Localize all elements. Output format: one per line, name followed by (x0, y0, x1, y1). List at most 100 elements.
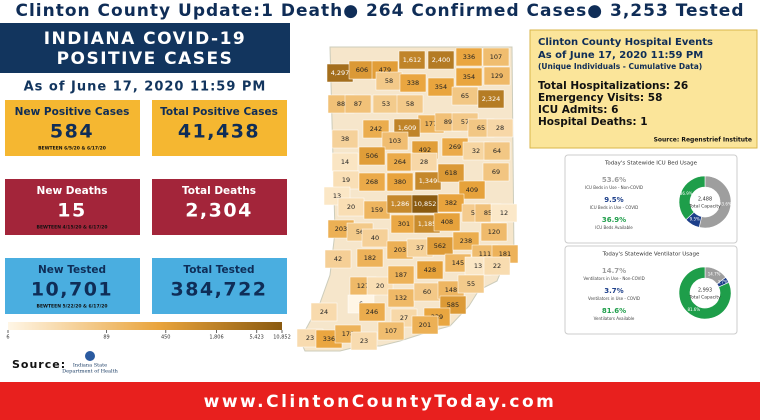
county (381, 131, 409, 151)
county-label: 187 (395, 271, 407, 279)
hospital-line: Emergency Visits: 58 (538, 92, 662, 104)
county (398, 50, 426, 70)
county-label: 336 (463, 53, 475, 61)
stat-label: Total Deaths (182, 185, 256, 197)
legend-label: 6 (6, 335, 9, 341)
county-label: 69 (492, 168, 500, 176)
county-label: 264 (394, 158, 406, 166)
stat-label: New Tested (38, 264, 106, 276)
stat-note: BEWTEEN 5/22/20 & 6/17/20 (37, 304, 108, 310)
hospital-title: As of June 17, 2020 11:59 PM (538, 50, 703, 61)
stat-box (152, 179, 287, 235)
county-label: 269 (449, 143, 461, 151)
county-label: 32 (472, 147, 480, 155)
county (411, 315, 439, 335)
center-label: Total Capacity (688, 295, 721, 301)
county-label: 2,400 (432, 56, 451, 64)
county (457, 274, 485, 294)
county-label: 338 (407, 79, 419, 87)
county-label: 242 (370, 125, 382, 133)
county-label: 23 (360, 337, 368, 345)
county-label: 4,297 (331, 69, 350, 77)
stat-value: 2,304 (185, 200, 253, 222)
county-label: 409 (466, 186, 478, 194)
hospital-line: Hospital Deaths: 1 (538, 116, 648, 128)
county-label: 65 (477, 124, 485, 132)
legend-label: Ventilators Available (594, 316, 635, 321)
county-label: 85 (484, 209, 492, 217)
county-label: 58 (406, 100, 414, 108)
county-label: 1,185 (418, 220, 437, 228)
hospital-line: ICU Admits: 6 (538, 104, 618, 116)
donut-slice (678, 175, 706, 221)
county-label: 103 (389, 137, 401, 145)
stat-value: 384,722 (170, 279, 267, 301)
legend-label: Ventilators in Use - Non-COVID (583, 276, 644, 281)
county-label: 20 (376, 282, 384, 290)
county-label: 182 (364, 254, 376, 262)
legend-bar (8, 322, 282, 330)
county-label: 40 (371, 234, 379, 242)
as-of: As of June 17, 2020 11:59 PM (24, 80, 267, 95)
stat-box (5, 179, 140, 235)
center-value: 2,993 (698, 288, 712, 294)
slice-label: 53.6% (719, 201, 732, 206)
county-label: 145 (452, 259, 464, 267)
center-label: Total Capacity (688, 204, 721, 210)
legend-value: 9.5% (604, 196, 623, 204)
county-label: 10,852 (414, 200, 437, 208)
county (361, 228, 389, 248)
county (483, 256, 511, 276)
county-label: 60 (423, 288, 431, 296)
legend: 6 89 450 1,806 5,423 10,852 (6, 330, 291, 341)
county-label: 19 (342, 176, 350, 184)
county (437, 193, 465, 213)
county (324, 249, 352, 269)
hospital-title: Clinton County Hospital Events (538, 37, 713, 48)
county-label: 24 (320, 308, 328, 316)
stat-label: New Deaths (37, 185, 108, 197)
county (386, 172, 414, 192)
stat-box (152, 258, 287, 314)
county-label: 58 (385, 77, 393, 85)
donut-slice (678, 266, 732, 320)
footer-url[interactable]: www.ClintonCountyToday.com (204, 392, 557, 412)
county-label: 585 (447, 301, 459, 309)
county-label: 479 (379, 66, 391, 74)
slice-label: 9.5% (690, 217, 700, 222)
county-label: 107 (385, 327, 397, 335)
county-label: 120 (488, 228, 500, 236)
panel-title: POSITIVE CASES (57, 49, 234, 69)
slice-label: 14.7% (708, 272, 721, 277)
stat-value: 15 (57, 200, 86, 222)
county (483, 141, 511, 161)
source-logo: Indiana State (73, 363, 107, 369)
county (477, 89, 505, 109)
county-label: 132 (395, 294, 407, 302)
county-label: 111 (479, 250, 491, 258)
hospital-box (529, 29, 758, 149)
county-label: 159 (371, 206, 383, 214)
county-label: 238 (460, 237, 472, 245)
county-label: 1,286 (391, 200, 410, 208)
stat-note: BEWTEEN 4/15/20 & 6/17/20 (37, 225, 108, 231)
county (490, 203, 518, 223)
county-label: 107 (490, 53, 502, 61)
county-label: 12 (500, 209, 508, 217)
hospital-source: Source: Regenstrief Institute (654, 137, 752, 144)
legend-label: ICU Beds in Use - Non-COVID (585, 185, 643, 190)
title-band (0, 23, 290, 73)
county-label: 22 (493, 262, 501, 270)
county-label: 42 (334, 255, 342, 263)
donut-charts: Today's Statewide ICU Bed Usage 53.6% 53.6… (564, 154, 738, 335)
county-label: 28 (420, 158, 428, 166)
county (427, 50, 455, 70)
stat-value: 584 (50, 121, 94, 143)
county-label: 336 (323, 335, 335, 343)
county-label: 246 (366, 308, 378, 316)
county (396, 94, 424, 114)
county-label: 27 (400, 314, 408, 322)
stat-note: BEWTEEN 6/5/20 & 6/17/20 (38, 146, 106, 152)
county-label: 562 (434, 242, 446, 250)
